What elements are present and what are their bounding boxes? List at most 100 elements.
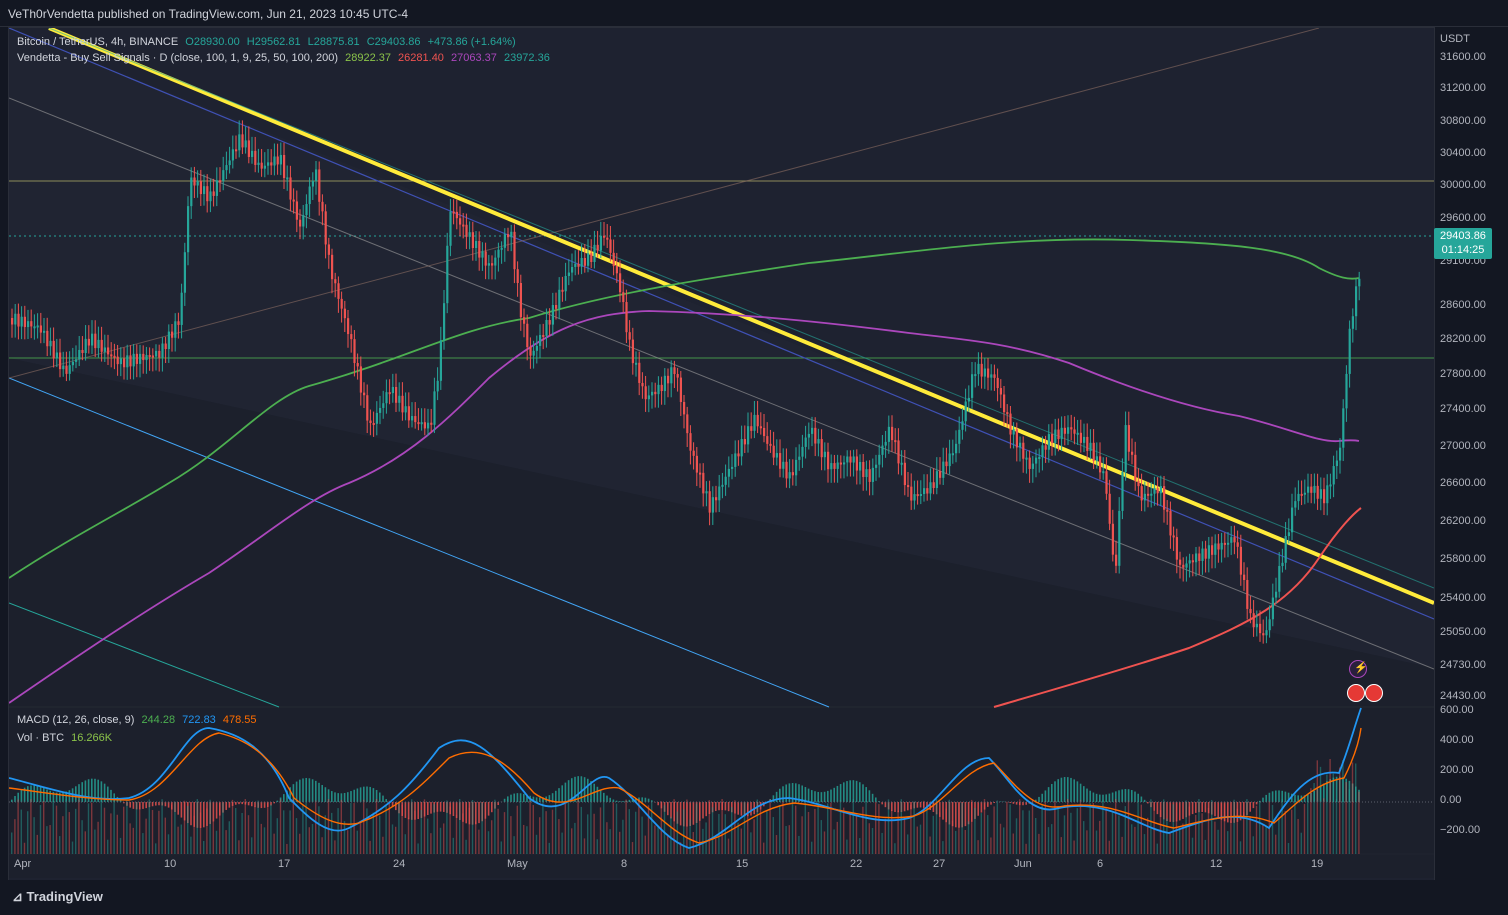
macd-histogram-bar: [350, 791, 352, 802]
macd-histogram-bar: [679, 802, 682, 826]
candle-body: [747, 426, 750, 445]
candle-body: [494, 257, 497, 266]
candle-body: [497, 249, 500, 258]
macd-histogram-bar: [625, 800, 627, 802]
chart-canvas[interactable]: [9, 28, 1434, 880]
volume-bar: [353, 803, 355, 854]
volume-bar: [340, 799, 342, 854]
candle-body: [407, 406, 410, 421]
volume-bar: [91, 802, 93, 854]
candle-body: [148, 354, 151, 357]
candle-body: [1073, 429, 1076, 434]
macd-histogram-bar: [817, 791, 819, 802]
volume-bar: [238, 840, 240, 854]
candle-body: [667, 375, 670, 384]
candle-body: [836, 462, 839, 469]
channel-fill-upper: [9, 28, 1434, 668]
macd-histogram-bar: [43, 788, 45, 802]
candle-body: [1041, 445, 1044, 458]
candle-body: [843, 462, 846, 465]
candle-body: [923, 488, 926, 495]
volume-bar: [363, 799, 365, 854]
volume-bar: [647, 805, 650, 854]
candle-body: [1351, 316, 1354, 329]
macd-label[interactable]: MACD (12, 26, close, 9): [17, 714, 135, 726]
volume-bar: [478, 829, 480, 854]
candle-body: [507, 234, 510, 238]
symbol-name[interactable]: Bitcoin / TetherUS, 4h, BINANCE: [17, 36, 179, 48]
volume-bar: [1003, 827, 1005, 854]
macd-histogram-bar: [177, 802, 179, 815]
tradingview-logo[interactable]: ⊿ TradingView: [12, 889, 103, 905]
volume-label[interactable]: Vol · BTC: [17, 732, 65, 744]
candle-body: [791, 472, 794, 476]
macd-histogram-bar: [1239, 802, 1242, 821]
candle-body: [686, 414, 689, 434]
chart-area[interactable]: Bitcoin / TetherUS, 4h, BINANCE O28930.0…: [8, 27, 1435, 881]
macd-histogram-bar: [423, 802, 426, 817]
macd-histogram-bar: [1095, 793, 1098, 802]
macd-legend[interactable]: MACD (12, 26, close, 9) 244.28 722.83 47…: [17, 714, 261, 726]
volume-bar: [420, 810, 422, 854]
candle-body: [395, 386, 398, 403]
volume-bar: [475, 821, 477, 854]
candle-body: [903, 462, 906, 486]
volume-bar: [987, 815, 989, 854]
macd-histogram-bar: [532, 796, 535, 802]
macd-histogram-bar: [743, 802, 746, 817]
candle-body: [980, 363, 983, 377]
macd-histogram-bar: [804, 787, 807, 802]
volume-bar: [1035, 817, 1037, 854]
candle-body: [1243, 574, 1246, 581]
volume-bar: [683, 809, 685, 854]
macd-histogram-bar: [887, 802, 890, 810]
volume-bar: [497, 808, 499, 854]
volume-bar: [843, 807, 845, 854]
candle-body: [1118, 510, 1121, 566]
volume-bar: [62, 816, 64, 854]
indicator-name[interactable]: Vendetta - Buy Sell Signals · D (close, …: [17, 52, 339, 64]
macd-histogram-bar: [689, 802, 691, 826]
volume-bar: [372, 812, 374, 854]
volume-bar: [196, 799, 198, 854]
time-tick: 27: [933, 858, 946, 870]
candle-body: [695, 455, 698, 473]
candle-body: [772, 445, 775, 458]
candle-body: [532, 350, 535, 356]
macd-histogram-bar: [439, 802, 442, 812]
us-flag-event-icon[interactable]: [1347, 684, 1365, 702]
candle-body: [1339, 447, 1342, 461]
candle-body: [849, 456, 852, 463]
candle-body: [1051, 434, 1054, 443]
macd-histogram-bar: [791, 783, 794, 802]
volume-bar: [382, 836, 384, 854]
volume-bar: [766, 811, 768, 854]
macd-histogram-bar: [139, 802, 141, 810]
macd-histogram-bar: [299, 779, 301, 802]
us-flag-event-icon[interactable]: [1365, 684, 1383, 702]
volume-bar: [641, 816, 643, 854]
macd-histogram-bar: [868, 790, 871, 802]
macd-histogram-bar: [702, 802, 704, 819]
candle-body: [375, 412, 378, 424]
macd-histogram-bar: [734, 802, 736, 814]
candle-body: [612, 252, 615, 267]
candle-body: [1217, 543, 1220, 550]
candle-body: [279, 154, 282, 165]
volume-bar: [1166, 818, 1168, 854]
volume-bar: [727, 838, 730, 854]
macd-histogram-bar: [199, 802, 202, 828]
price-axis[interactable]: USDT: [1434, 27, 1508, 707]
lightning-icon[interactable]: ⚡: [1349, 660, 1368, 678]
volume-bar: [334, 840, 336, 854]
candle-body: [939, 471, 942, 478]
macd-histogram-bar: [484, 802, 487, 819]
candle-body: [654, 391, 657, 395]
volume-legend[interactable]: Vol · BTC 16.266K: [17, 732, 116, 744]
candle-body: [500, 247, 503, 250]
volume-bar: [1179, 827, 1181, 854]
indicator-legend[interactable]: Vendetta - Buy Sell Signals · D (close, …: [17, 52, 554, 64]
macd-histogram-bar: [1147, 802, 1149, 804]
volume-bar: [644, 835, 646, 854]
candle-body: [1227, 542, 1230, 545]
